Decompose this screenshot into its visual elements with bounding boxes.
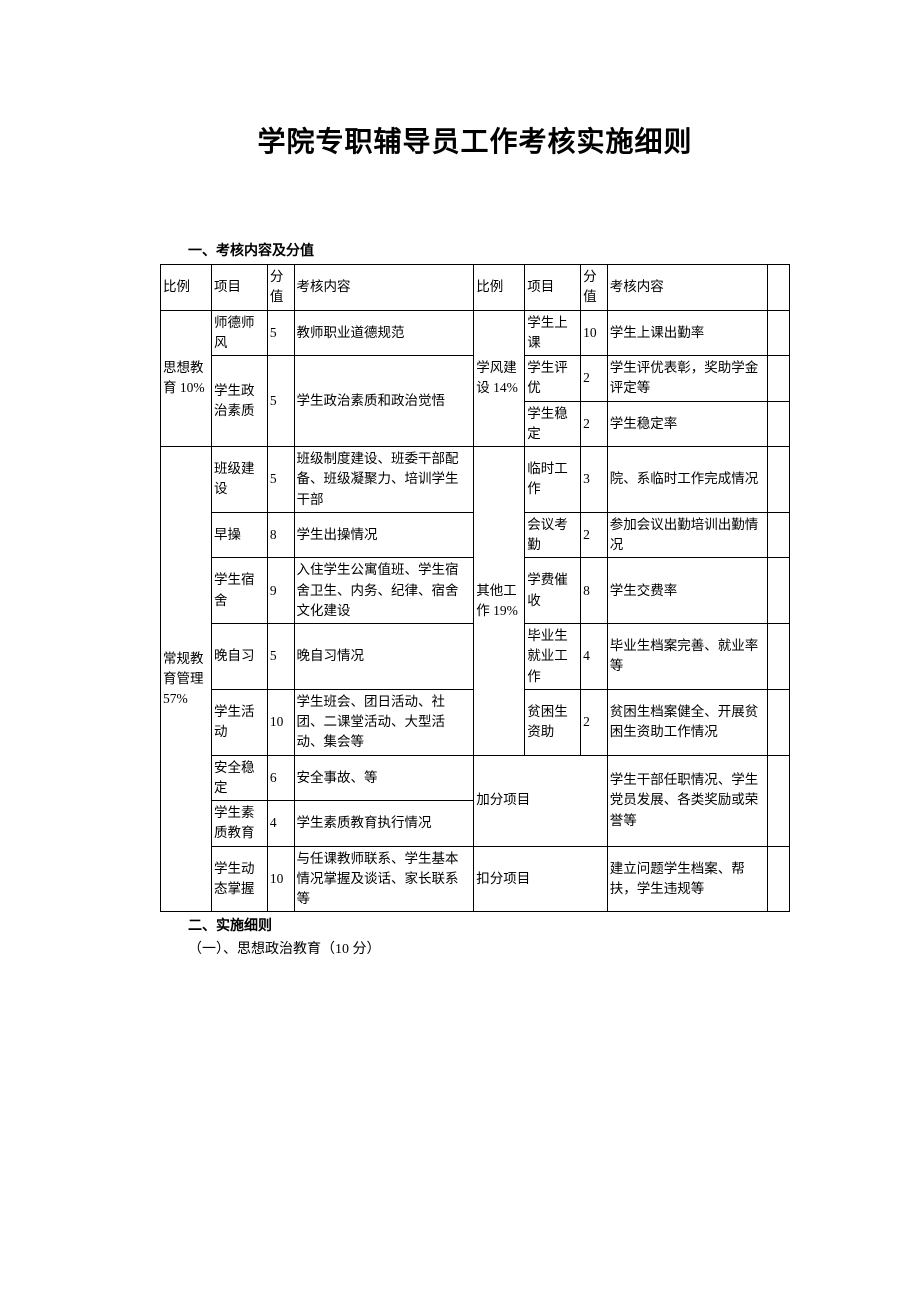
hdr: 分值 <box>581 265 608 311</box>
cell: 扣分项目 <box>474 846 608 912</box>
cell: 临时工作 <box>525 447 581 513</box>
cell <box>768 512 790 558</box>
cell: 安全稳定 <box>212 755 268 801</box>
cell: 入住学生公寓值班、学生宿舍卫生、内务、纪律、宿舍文化建设 <box>294 558 474 624</box>
cell: 早操 <box>212 512 268 558</box>
table-row: 学生动态掌握 10 与任课教师联系、学生基本情况掌握及谈话、家长联系等 扣分项目… <box>161 846 790 912</box>
cell: 学生素质教育 <box>212 801 268 847</box>
cell <box>768 689 790 755</box>
cell: 毕业生档案完善、就业率等 <box>607 624 767 690</box>
table-row: 安全稳定 6 安全事故、等 加分项目 学生干部任职情况、学生党员发展、各类奖励或… <box>161 755 790 801</box>
cell: 10 <box>267 846 294 912</box>
cell: 思想教育 10% <box>161 310 212 447</box>
hdr: 项目 <box>525 265 581 311</box>
hdr: 考核内容 <box>607 265 767 311</box>
cell: 学生稳定率 <box>607 401 767 447</box>
cell: 院、系临时工作完成情况 <box>607 447 767 513</box>
cell: 贫困生资助 <box>525 689 581 755</box>
cell: 学生班会、团日活动、社团、二课堂活动、大型活动、集会等 <box>294 689 474 755</box>
cell: 学生政治素质和政治觉悟 <box>294 356 474 447</box>
cell: 建立问题学生档案、帮扶，学生违规等 <box>607 846 767 912</box>
cell <box>768 310 790 356</box>
cell: 学生活动 <box>212 689 268 755</box>
hdr: 项目 <box>212 265 268 311</box>
cell: 学生宿舍 <box>212 558 268 624</box>
cell: 学生交费率 <box>607 558 767 624</box>
cell: 4 <box>581 624 608 690</box>
table-row: 思想教育 10% 师德师风 5 教师职业道德规范 学风建设 14% 学生上课 1… <box>161 310 790 356</box>
cell: 学费催收 <box>525 558 581 624</box>
cell: 晚自习 <box>212 624 268 690</box>
cell: 学生政治素质 <box>212 356 268 447</box>
cell: 学生素质教育执行情况 <box>294 801 474 847</box>
cell: 常规教育管理57% <box>161 447 212 912</box>
cell: 3 <box>581 447 608 513</box>
cell: 6 <box>267 755 294 801</box>
cell: 5 <box>267 447 294 513</box>
cell: 学生动态掌握 <box>212 846 268 912</box>
section-2-heading: 二、实施细则 <box>160 916 790 938</box>
cell: 2 <box>581 689 608 755</box>
cell: 10 <box>581 310 608 356</box>
assessment-table: 比例 项目 分值 考核内容 比例 项目 分值 考核内容 思想教育 10% 师德师… <box>160 264 790 912</box>
cell <box>768 447 790 513</box>
cell: 参加会议出勤培训出勤情况 <box>607 512 767 558</box>
document-page: 学院专职辅导员工作考核实施细则 一、考核内容及分值 // remove the … <box>0 0 920 1021</box>
cell: 8 <box>267 512 294 558</box>
hdr: 考核内容 <box>294 265 474 311</box>
cell: 学生出操情况 <box>294 512 474 558</box>
cell: 贫困生档案健全、开展贫困生资助工作情况 <box>607 689 767 755</box>
cell: 毕业生就业工作 <box>525 624 581 690</box>
cell: 晚自习情况 <box>294 624 474 690</box>
cell: 与任课教师联系、学生基本情况掌握及谈话、家长联系等 <box>294 846 474 912</box>
cell <box>768 846 790 912</box>
section-2-sub: （一）、思想政治教育（10 分） <box>160 939 790 961</box>
cell: 5 <box>267 356 294 447</box>
section-1-heading: 一、考核内容及分值 <box>160 240 790 260</box>
hdr: 分值 <box>267 265 294 311</box>
cell <box>768 624 790 690</box>
hdr: 比例 <box>161 265 212 311</box>
cell: 4 <box>267 801 294 847</box>
cell: 班级制度建设、班委干部配备、班级凝聚力、培训学生干部 <box>294 447 474 513</box>
cell <box>768 558 790 624</box>
footer-section: 二、实施细则 （一）、思想政治教育（10 分） <box>160 916 790 961</box>
cell: 学生评优 <box>525 356 581 402</box>
cell: 教师职业道德规范 <box>294 310 474 356</box>
cell: 学生上课 <box>525 310 581 356</box>
table-header-row: 比例 项目 分值 考核内容 比例 项目 分值 考核内容 <box>161 265 790 311</box>
cell: 5 <box>267 310 294 356</box>
cell: 学生稳定 <box>525 401 581 447</box>
cell: 8 <box>581 558 608 624</box>
hdr: 比例 <box>474 265 525 311</box>
cell <box>768 401 790 447</box>
cell: 其他工作 19% <box>474 447 525 756</box>
cell: 学生干部任职情况、学生党员发展、各类奖励或荣誉等 <box>607 755 767 846</box>
table-row: 常规教育管理57% 班级建设 5 班级制度建设、班委干部配备、班级凝聚力、培训学… <box>161 447 790 513</box>
cell <box>768 755 790 846</box>
cell: 加分项目 <box>474 755 608 846</box>
cell: 2 <box>581 512 608 558</box>
cell: 9 <box>267 558 294 624</box>
hdr <box>768 265 790 311</box>
cell: 2 <box>581 401 608 447</box>
cell: 2 <box>581 356 608 402</box>
cell: 学风建设 14% <box>474 310 525 447</box>
cell: 会议考勤 <box>525 512 581 558</box>
cell: 学生评优表彰，奖助学金评定等 <box>607 356 767 402</box>
cell: 安全事故、等 <box>294 755 474 801</box>
cell <box>768 356 790 402</box>
cell: 师德师风 <box>212 310 268 356</box>
cell: 学生上课出勤率 <box>607 310 767 356</box>
cell: 5 <box>267 624 294 690</box>
cell: 10 <box>267 689 294 755</box>
cell: 班级建设 <box>212 447 268 513</box>
document-title: 学院专职辅导员工作考核实施细则 <box>160 120 790 160</box>
